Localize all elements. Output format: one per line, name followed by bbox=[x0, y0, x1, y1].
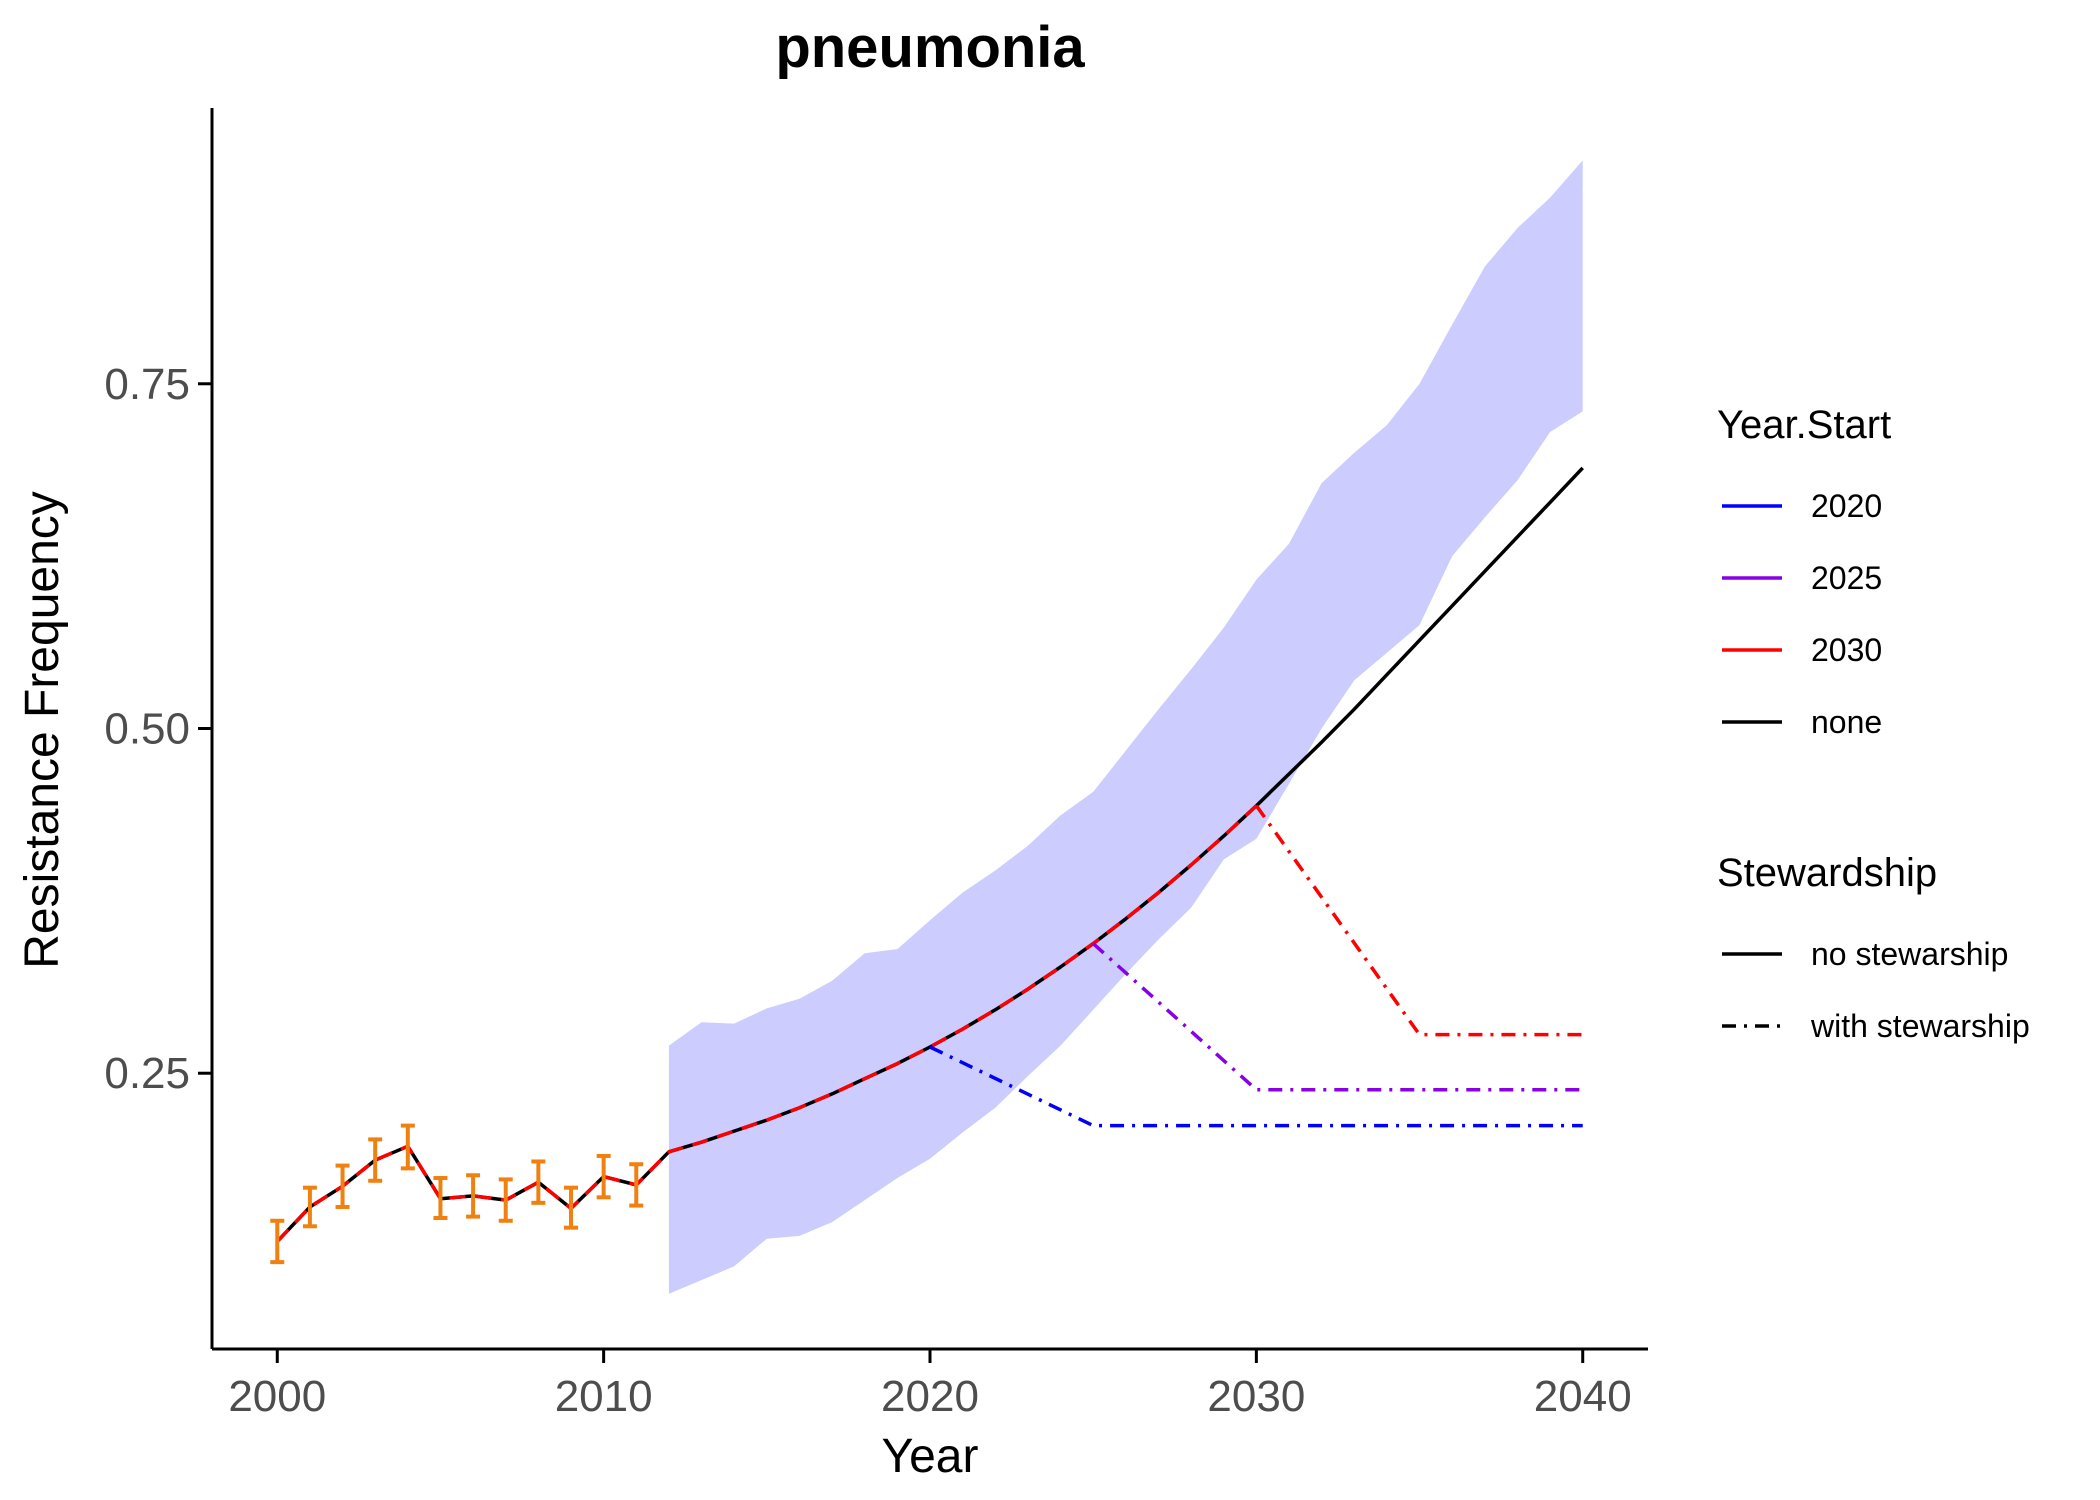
error-bar bbox=[335, 1163, 350, 1209]
y-axis: 0.25 0.50 0.75 Resistance Frequency bbox=[16, 108, 214, 1349]
y-ticks: 0.25 0.50 0.75 bbox=[104, 360, 212, 1098]
x-tick-label: 2020 bbox=[881, 1372, 979, 1421]
legend-item-with-stewarship: with stewarship bbox=[1722, 1008, 2030, 1044]
series-line-2025-with-stewardship bbox=[1092, 942, 1583, 1092]
legend-stewardship-items: no stewarship with stewarship bbox=[1722, 936, 2030, 1044]
legend-item-2025: 2025 bbox=[1722, 560, 1882, 596]
y-tick-label: 0.75 bbox=[104, 360, 190, 409]
error-bar bbox=[498, 1177, 513, 1223]
legend-item-2020: 2020 bbox=[1722, 488, 1882, 524]
x-ticks: 2000 2010 2020 2030 2040 bbox=[228, 1349, 1632, 1421]
plot-area bbox=[270, 160, 1584, 1294]
error-bar bbox=[270, 1218, 285, 1265]
x-tick-label: 2030 bbox=[1207, 1372, 1305, 1421]
error-bar bbox=[466, 1173, 481, 1219]
error-bar bbox=[302, 1185, 317, 1229]
chart-title: pneumonia bbox=[775, 15, 1085, 80]
legend-item-label: no stewarship bbox=[1811, 936, 2008, 972]
legend-item-none: none bbox=[1722, 704, 1882, 740]
error-bar bbox=[400, 1123, 415, 1171]
x-tick-label: 2040 bbox=[1534, 1372, 1632, 1421]
legend-item-2030: 2030 bbox=[1722, 632, 1882, 668]
x-tick-label: 2000 bbox=[228, 1372, 326, 1421]
error-bar bbox=[629, 1162, 644, 1208]
error-bar bbox=[564, 1185, 578, 1230]
legend-item-label: none bbox=[1811, 704, 1882, 740]
error-bar bbox=[531, 1159, 546, 1205]
error-bar bbox=[368, 1137, 383, 1183]
y-tick-label: 0.25 bbox=[104, 1049, 190, 1098]
x-axis-title: Year bbox=[882, 1430, 979, 1483]
legend-item-label: 2025 bbox=[1811, 560, 1882, 596]
series-line-2030-with-stewardship bbox=[1254, 804, 1583, 1037]
x-tick-label: 2010 bbox=[555, 1372, 653, 1421]
x-axis: 2000 2010 2020 2030 2040 Year bbox=[212, 1347, 1648, 1483]
legend-item-no-stewarship: no stewarship bbox=[1722, 936, 2008, 972]
legend-title-stewardship: Stewardship bbox=[1717, 851, 1937, 895]
legend-item-label: with stewarship bbox=[1810, 1008, 2030, 1044]
y-tick-label: 0.50 bbox=[104, 705, 190, 754]
legend-title-year-start: Year.Start bbox=[1717, 403, 1891, 447]
legend-year-items: 2020 2025 2030 none bbox=[1722, 488, 1882, 740]
series-line-2020-with-stewardship bbox=[929, 1045, 1583, 1128]
uncertainty-band bbox=[668, 160, 1583, 1294]
legend-item-label: 2020 bbox=[1811, 488, 1882, 524]
error-bar bbox=[433, 1176, 448, 1221]
y-axis-title: Resistance Frequency bbox=[16, 491, 69, 969]
legend-item-label: 2030 bbox=[1811, 632, 1882, 668]
error-bar bbox=[596, 1153, 611, 1200]
